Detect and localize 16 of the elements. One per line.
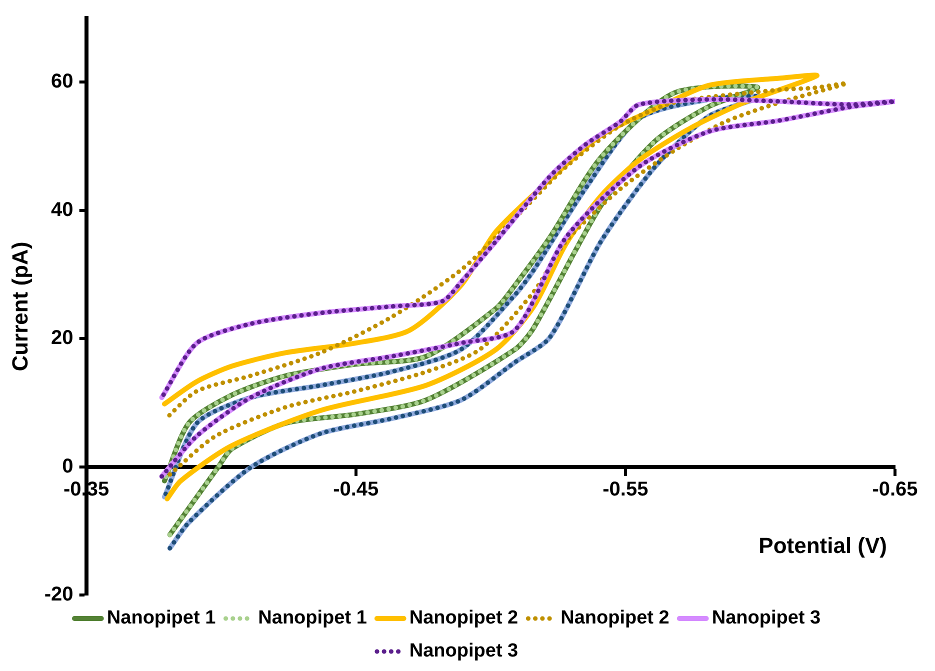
y-tick-label: 20 [51,327,74,350]
legend-label: Nanopipet 1 [106,608,216,629]
x-tick-label: -0.45 [333,478,379,500]
y-axis-title: Current (pA) [7,242,32,372]
legend-label: Nanopipet 3 [712,608,821,629]
y-tick-label: 40 [51,198,74,221]
x-tick-label: -0.55 [602,478,648,500]
legend-label: Nanopipet 2 [560,608,670,629]
y-tick-label: -20 [44,584,74,606]
legend-label: Nanopipet 1 [258,608,368,629]
y-tick-label: 0 [62,455,74,478]
x-tick-label: -0.65 [872,478,918,500]
y-tick-label: 60 [51,70,74,93]
legend-label: Nanopipet 2 [409,608,518,629]
x-axis-title: Potential (V) [758,532,887,558]
legend-label: Nanopipet 3 [409,640,518,662]
